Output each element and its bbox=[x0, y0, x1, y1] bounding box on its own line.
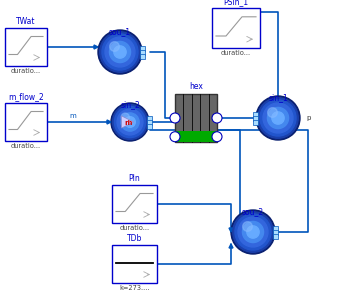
Circle shape bbox=[212, 132, 222, 142]
Circle shape bbox=[115, 106, 146, 138]
Polygon shape bbox=[121, 116, 134, 128]
Circle shape bbox=[260, 100, 296, 136]
Text: p: p bbox=[306, 115, 310, 121]
Bar bbox=[147, 124, 152, 128]
Circle shape bbox=[110, 42, 119, 51]
Circle shape bbox=[233, 212, 273, 252]
Bar bbox=[175, 131, 217, 142]
Bar bbox=[212, 8, 260, 48]
Circle shape bbox=[212, 113, 222, 123]
Circle shape bbox=[98, 30, 142, 74]
Bar bbox=[140, 53, 145, 59]
Text: duratio...: duratio... bbox=[221, 50, 251, 56]
Circle shape bbox=[263, 103, 293, 133]
Text: sin_2: sin_2 bbox=[120, 100, 140, 109]
Text: hex: hex bbox=[189, 82, 203, 91]
Text: sin_1: sin_1 bbox=[268, 93, 288, 102]
Circle shape bbox=[102, 34, 138, 70]
Circle shape bbox=[235, 214, 271, 250]
Circle shape bbox=[105, 37, 135, 67]
Text: m_flow_2: m_flow_2 bbox=[8, 92, 44, 101]
Bar bbox=[147, 115, 152, 120]
Bar bbox=[253, 120, 258, 124]
Circle shape bbox=[121, 113, 139, 131]
Bar bbox=[273, 230, 278, 234]
Circle shape bbox=[111, 103, 149, 141]
Circle shape bbox=[113, 104, 148, 140]
Circle shape bbox=[243, 222, 252, 231]
Circle shape bbox=[268, 108, 289, 129]
Text: PIn: PIn bbox=[129, 174, 140, 183]
Text: duratio...: duratio... bbox=[11, 68, 41, 74]
Text: PSin_1: PSin_1 bbox=[223, 0, 249, 6]
Circle shape bbox=[258, 98, 298, 138]
Circle shape bbox=[170, 113, 180, 123]
Bar bbox=[5, 103, 47, 141]
Bar bbox=[112, 185, 157, 223]
Circle shape bbox=[109, 41, 131, 63]
Text: duratio...: duratio... bbox=[11, 143, 41, 149]
Circle shape bbox=[268, 108, 277, 117]
Bar bbox=[112, 245, 157, 283]
Bar bbox=[140, 50, 145, 54]
Circle shape bbox=[121, 113, 130, 121]
Circle shape bbox=[170, 132, 180, 142]
Text: ṁ: ṁ bbox=[124, 120, 132, 126]
Bar bbox=[5, 28, 47, 66]
Bar bbox=[175, 94, 217, 142]
Circle shape bbox=[238, 217, 268, 247]
Circle shape bbox=[256, 96, 300, 140]
Circle shape bbox=[247, 226, 259, 238]
Bar bbox=[147, 120, 152, 124]
Bar bbox=[253, 111, 258, 117]
Circle shape bbox=[114, 46, 126, 58]
Bar bbox=[273, 226, 278, 230]
Circle shape bbox=[242, 221, 264, 243]
Polygon shape bbox=[229, 244, 233, 248]
Text: sou_2: sou_2 bbox=[242, 207, 264, 216]
Circle shape bbox=[100, 32, 140, 72]
Bar bbox=[253, 115, 258, 120]
Polygon shape bbox=[229, 228, 233, 232]
Text: TWat: TWat bbox=[16, 17, 36, 26]
Text: k=273....: k=273.... bbox=[119, 285, 150, 291]
Circle shape bbox=[231, 210, 275, 254]
Circle shape bbox=[117, 109, 143, 135]
Polygon shape bbox=[94, 45, 98, 49]
Circle shape bbox=[125, 117, 135, 127]
Text: sou_1: sou_1 bbox=[109, 27, 131, 36]
Text: duratio...: duratio... bbox=[119, 225, 150, 231]
Circle shape bbox=[272, 112, 284, 124]
Text: m: m bbox=[70, 113, 77, 119]
Bar bbox=[140, 46, 145, 50]
Bar bbox=[273, 233, 278, 239]
Polygon shape bbox=[107, 120, 111, 124]
Text: TDb: TDb bbox=[127, 234, 142, 243]
